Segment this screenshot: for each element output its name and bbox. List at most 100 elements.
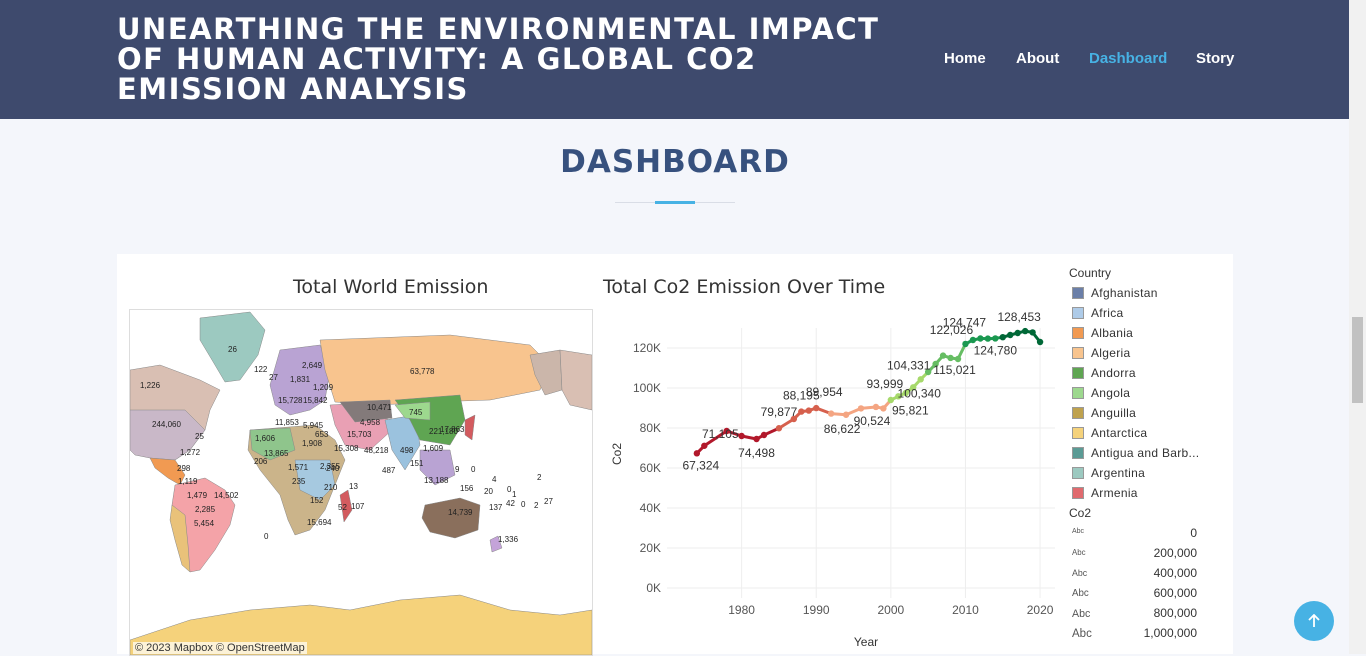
- chart-point[interactable]: [828, 410, 834, 416]
- legend-item[interactable]: Anguilla: [1069, 404, 1233, 424]
- map-country-label: 15,842: [303, 396, 328, 405]
- chart-point[interactable]: [1037, 339, 1043, 345]
- legend-swatch: [1072, 307, 1084, 319]
- legend-label: Antarctica: [1091, 426, 1147, 440]
- chart-data-label: 124,780: [974, 343, 1018, 357]
- map-country-label: 2,649: [302, 361, 323, 370]
- chart-data-labels: 71,10567,32474,49879,87788,19589,95486,6…: [682, 310, 1041, 472]
- chart-point[interactable]: [977, 335, 983, 341]
- chart-grid: [667, 328, 1055, 598]
- legend-swatch: [1072, 467, 1084, 479]
- map-country-label: 1,119: [178, 477, 198, 486]
- legend-swatch: [1072, 367, 1084, 379]
- chart-point[interactable]: [738, 433, 744, 439]
- chart-point[interactable]: [888, 397, 894, 403]
- chart-point[interactable]: [694, 450, 700, 456]
- chart-point[interactable]: [955, 356, 961, 362]
- legend-size-marker: Abc: [1072, 528, 1084, 535]
- map-country-label: 11,853: [275, 418, 299, 427]
- nav-home[interactable]: Home: [944, 50, 986, 67]
- legend-item[interactable]: Algeria: [1069, 344, 1233, 364]
- legend-item[interactable]: Albania: [1069, 324, 1233, 344]
- map-country-label: 52: [338, 503, 347, 512]
- chart-point[interactable]: [1022, 328, 1028, 334]
- chart-data-label: 67,324: [682, 458, 719, 472]
- map-credit[interactable]: © 2023 Mapbox © OpenStreetMap: [133, 642, 307, 654]
- legend-item[interactable]: Antarctica: [1069, 424, 1233, 444]
- legend-item[interactable]: Afghanistan: [1069, 284, 1233, 304]
- chart-point[interactable]: [940, 352, 946, 358]
- chart-point[interactable]: [813, 405, 819, 411]
- legend-item[interactable]: Antigua and Barb...: [1069, 444, 1233, 464]
- map-country-label: 20: [484, 487, 493, 496]
- arrow-up-icon: [1307, 614, 1321, 628]
- chart-y-axis-label: Co2: [610, 443, 624, 465]
- chart-y-tick-label: 0K: [646, 581, 661, 595]
- map-country-label: 15,728: [278, 396, 303, 405]
- map-country-label: 15,308: [334, 444, 359, 453]
- legend-label: Afghanistan: [1091, 286, 1158, 300]
- chart-point[interactable]: [1014, 330, 1020, 336]
- chart-point[interactable]: [858, 405, 864, 411]
- map-country-label: 137: [489, 503, 503, 512]
- legend-size-marker: Abc: [1072, 548, 1086, 557]
- chart-point[interactable]: [917, 376, 923, 382]
- page-scrollbar-thumb[interactable]: [1352, 317, 1363, 403]
- map-country-label: 1,908: [302, 439, 323, 448]
- chart-point[interactable]: [873, 404, 879, 410]
- chart-x-axis-label: Year: [854, 635, 878, 649]
- chart-point[interactable]: [776, 425, 782, 431]
- tableau-dashboard[interactable]: Total World Emission: [117, 254, 1233, 654]
- legend-label: Argentina: [1091, 466, 1145, 480]
- chart-point[interactable]: [806, 407, 812, 413]
- chart-point[interactable]: [970, 337, 976, 343]
- chart-point[interactable]: [753, 436, 759, 442]
- nav-story[interactable]: Story: [1196, 50, 1234, 67]
- scroll-to-top-button[interactable]: [1294, 601, 1334, 641]
- chart-point[interactable]: [880, 405, 886, 411]
- legend-swatch: [1072, 407, 1084, 419]
- chart-point[interactable]: [962, 341, 968, 347]
- legend-item[interactable]: Andorra: [1069, 364, 1233, 384]
- chart-point[interactable]: [1029, 329, 1035, 335]
- chart-point[interactable]: [1007, 332, 1013, 338]
- chart-x-tick-label: 2000: [877, 603, 904, 617]
- chart-data-label: 100,340: [898, 386, 942, 400]
- legend-item[interactable]: Argentina: [1069, 464, 1233, 484]
- legend-item[interactable]: Africa: [1069, 304, 1233, 324]
- chart-point[interactable]: [761, 432, 767, 438]
- chart-point[interactable]: [985, 335, 991, 341]
- chart-point[interactable]: [843, 412, 849, 418]
- chart-point[interactable]: [992, 335, 998, 341]
- legend-item[interactable]: Armenia: [1069, 484, 1233, 504]
- chart-point[interactable]: [1000, 334, 1006, 340]
- chart-x-tick-label: 1990: [803, 603, 830, 617]
- map-country-label: 235: [292, 477, 306, 486]
- chart-x-tick-label: 2010: [952, 603, 979, 617]
- map-country-label: 5,454: [194, 519, 215, 528]
- map-country-label: 240: [326, 464, 340, 473]
- legend-item[interactable]: Angola: [1069, 384, 1233, 404]
- chart-point[interactable]: [701, 443, 707, 449]
- map-country-label: 13,865: [264, 449, 289, 458]
- nav-about[interactable]: About: [1016, 50, 1059, 67]
- map-country-label: 745: [409, 408, 423, 417]
- nav-dashboard[interactable]: Dashboard: [1089, 50, 1167, 67]
- chart-point[interactable]: [798, 408, 804, 414]
- map-country-label: 10,471: [367, 403, 392, 412]
- map-country-label: 244,060: [152, 420, 181, 429]
- main-nav: Home About Dashboard Story: [0, 50, 1366, 70]
- chart-point[interactable]: [947, 355, 953, 361]
- map-country-label: 152: [310, 496, 324, 505]
